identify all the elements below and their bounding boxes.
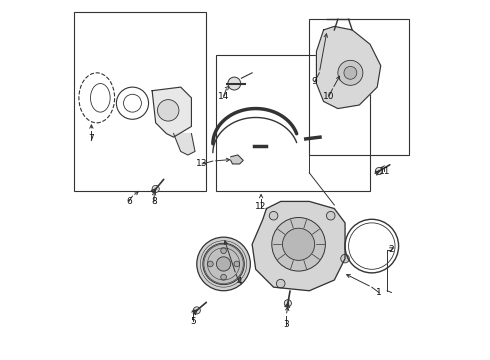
Text: 13: 13 (196, 159, 208, 168)
Text: 4: 4 (237, 277, 243, 286)
Circle shape (283, 228, 315, 260)
Circle shape (220, 248, 226, 253)
Circle shape (234, 261, 240, 267)
Polygon shape (231, 155, 243, 164)
Polygon shape (317, 26, 381, 109)
Text: 2: 2 (389, 245, 394, 254)
Circle shape (157, 100, 179, 121)
Text: 8: 8 (151, 197, 157, 206)
Circle shape (207, 261, 213, 267)
Text: 6: 6 (126, 197, 132, 206)
Bar (309, 19, 409, 155)
Text: 10: 10 (323, 91, 335, 100)
Text: 14: 14 (218, 91, 229, 100)
Circle shape (338, 60, 363, 85)
Polygon shape (252, 202, 345, 291)
Text: 7: 7 (89, 134, 94, 143)
Circle shape (272, 217, 325, 271)
Polygon shape (173, 134, 195, 155)
Bar (74, 12, 206, 191)
Text: 1: 1 (376, 288, 382, 297)
Text: 11: 11 (379, 167, 390, 176)
Circle shape (284, 300, 292, 307)
Circle shape (276, 279, 285, 288)
Text: 9: 9 (312, 77, 318, 86)
Circle shape (344, 66, 357, 79)
Circle shape (203, 243, 245, 285)
Circle shape (228, 77, 241, 90)
Circle shape (193, 307, 200, 314)
Circle shape (220, 274, 226, 280)
Circle shape (270, 211, 278, 220)
Circle shape (152, 185, 159, 193)
Circle shape (217, 257, 231, 271)
Circle shape (197, 237, 250, 291)
Bar (217, 55, 370, 191)
Text: 3: 3 (283, 320, 289, 329)
Text: 12: 12 (255, 202, 267, 211)
Polygon shape (152, 87, 192, 137)
Circle shape (375, 167, 383, 175)
Text: 5: 5 (190, 316, 196, 325)
Circle shape (326, 211, 335, 220)
Circle shape (341, 254, 349, 263)
